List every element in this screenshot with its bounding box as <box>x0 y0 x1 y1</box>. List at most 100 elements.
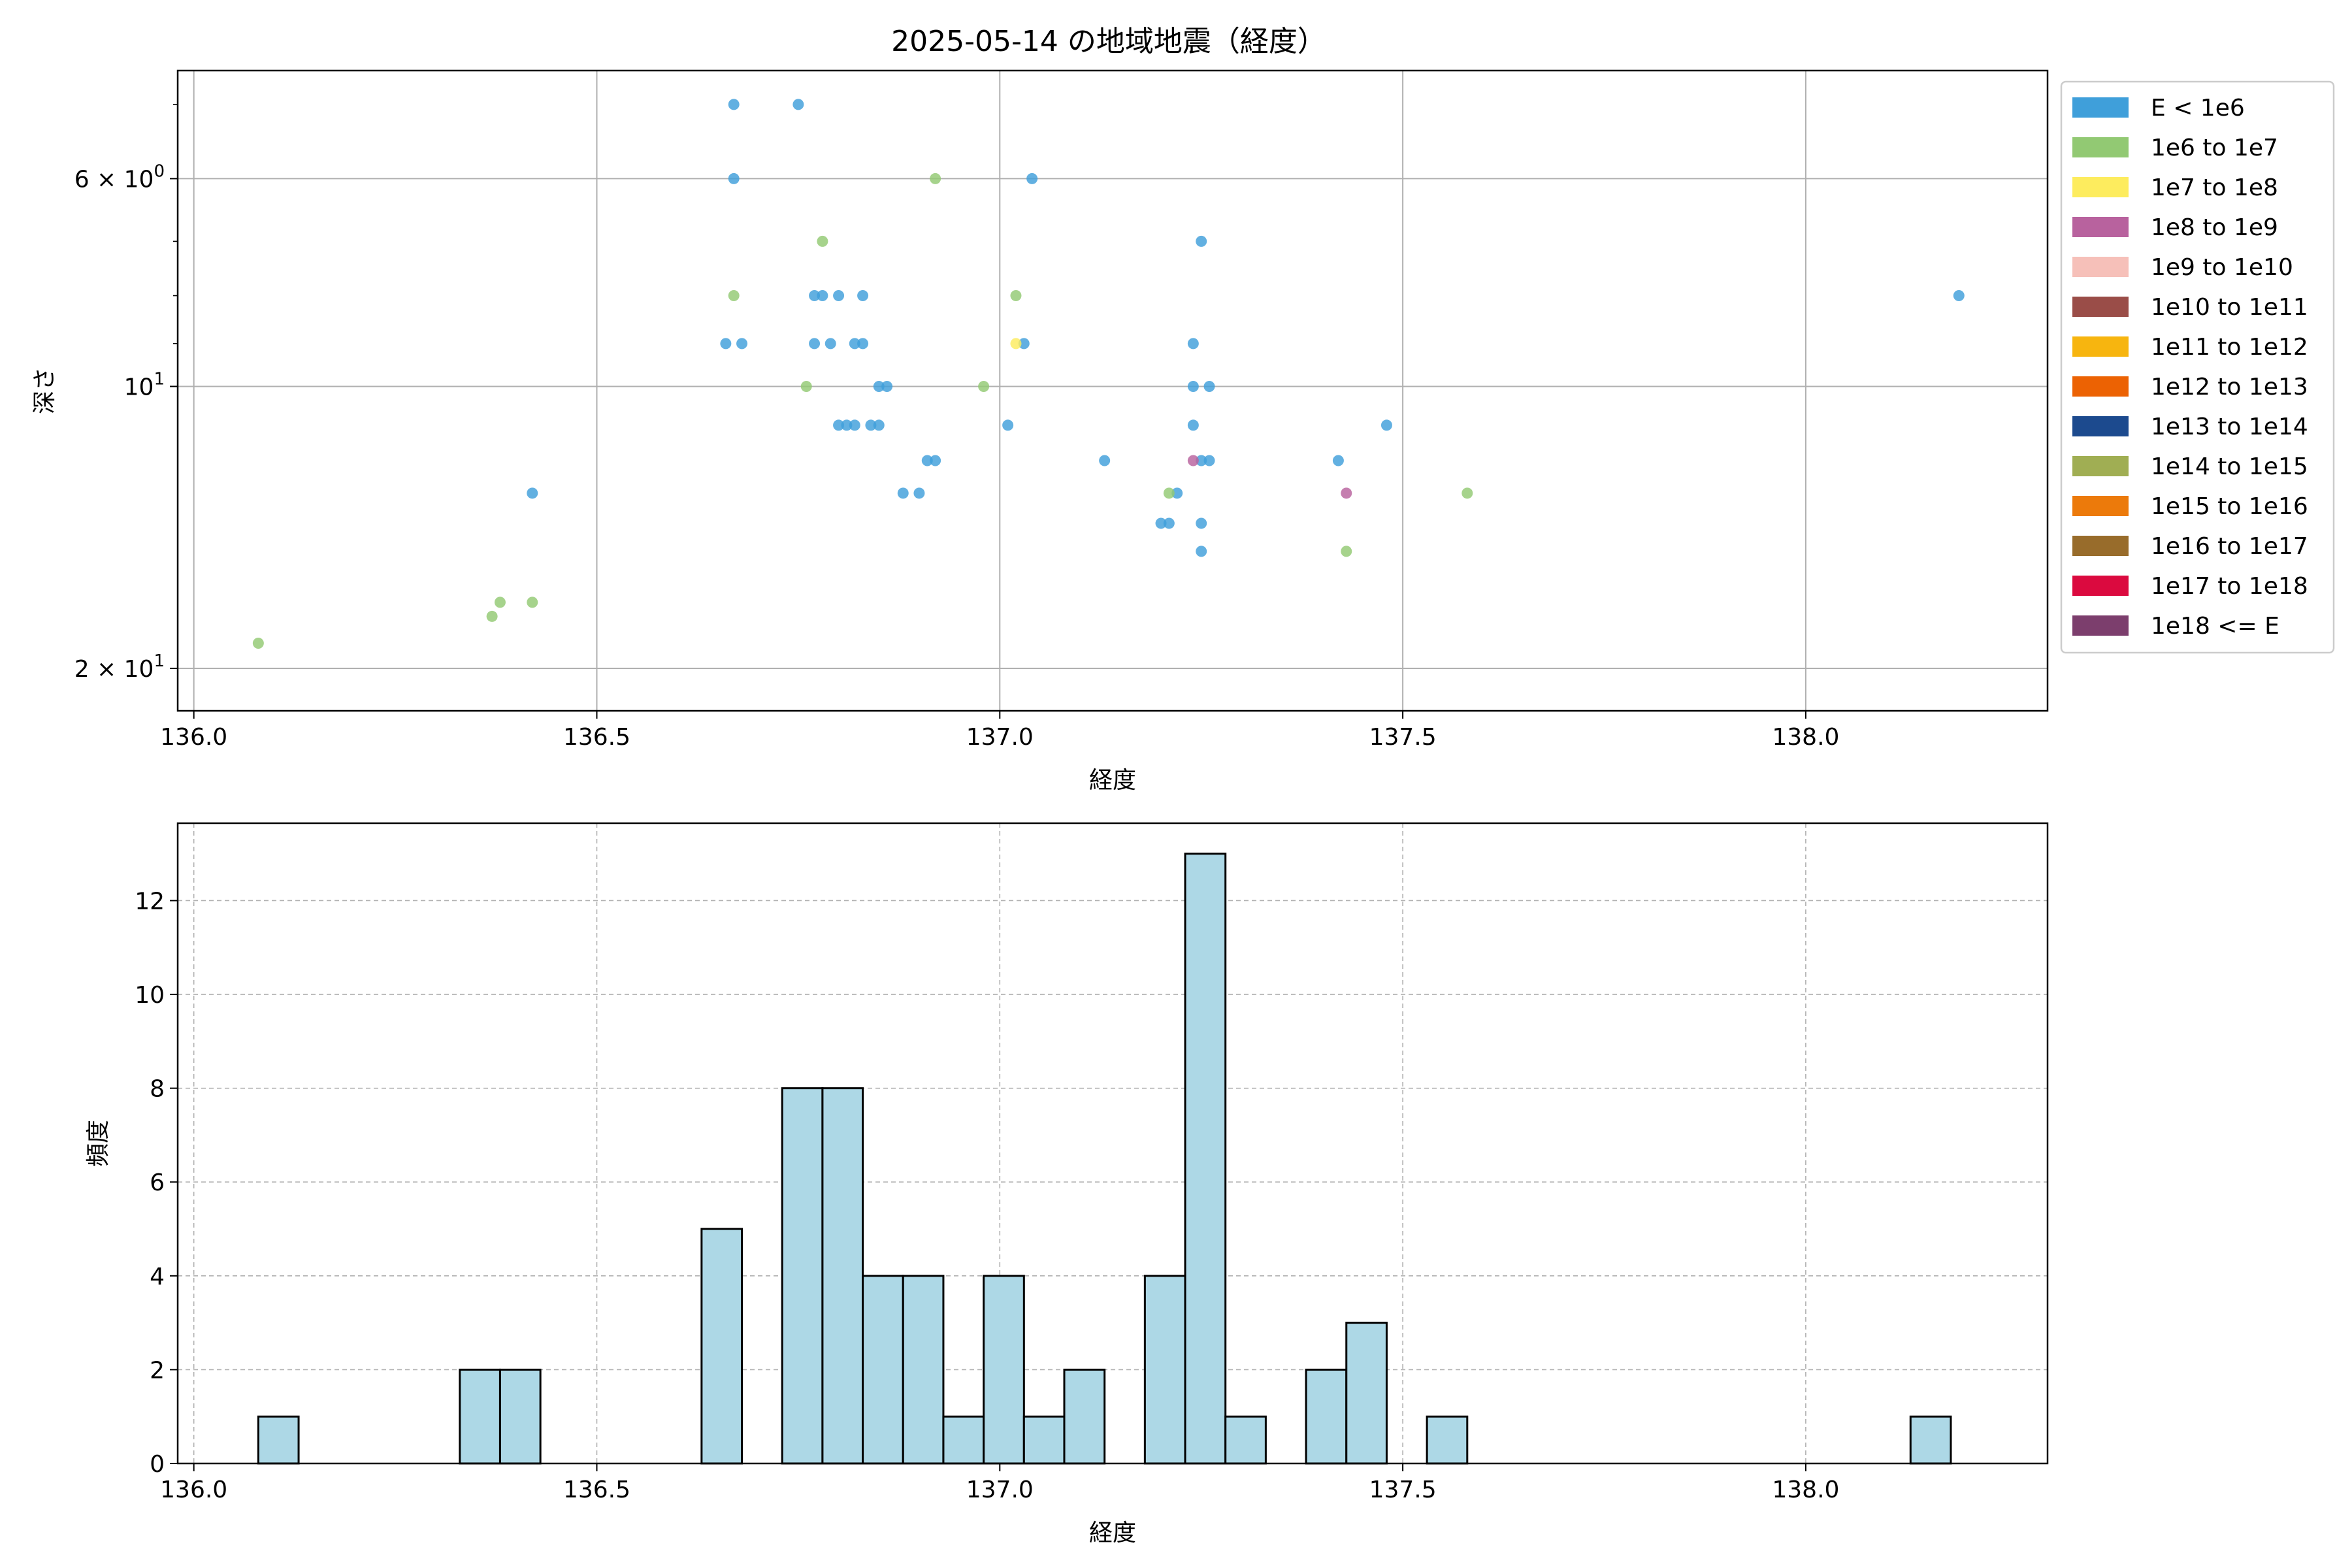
legend-label: 1e18 <= E <box>2151 613 2279 640</box>
histogram-y-axis-label: 頻度 <box>85 1120 112 1167</box>
scatter-point <box>849 338 860 350</box>
legend: E < 1e6 1e6 to 1e7 1e7 to 1e8 1e8 to 1e9 1e9… <box>2060 80 2335 654</box>
scatter-point <box>857 290 869 302</box>
scatter-point <box>1341 546 1352 557</box>
legend-swatch <box>2072 177 2129 197</box>
histogram-bar <box>942 1415 985 1465</box>
legend-swatch <box>2072 536 2129 556</box>
scatter-point <box>800 380 812 392</box>
histogram-x-tick-label: 137.5 <box>1369 1477 1437 1503</box>
scatter-point <box>809 290 821 302</box>
scatter-x-tick-label: 136.0 <box>160 724 227 751</box>
figure-title: 2025-05-14 の地域地震（経度） <box>891 25 1326 58</box>
legend-label: 1e13 to 1e14 <box>2151 414 2308 440</box>
scatter-point <box>1953 290 1965 302</box>
scatter-point <box>1099 455 1111 466</box>
histogram-y-tick-label: 2 <box>150 1357 165 1384</box>
legend-swatch <box>2072 257 2129 277</box>
scatter-point <box>1163 487 1175 499</box>
scatter-point <box>720 338 732 350</box>
legend-label: 1e10 to 1e11 <box>2151 294 2308 321</box>
scatter-point <box>1155 517 1167 529</box>
histogram-x-tick-label: 137.0 <box>966 1477 1034 1503</box>
legend-label: 1e14 to 1e15 <box>2151 453 2308 480</box>
histogram-y-tick-label: 8 <box>150 1076 165 1103</box>
legend-swatch <box>2072 496 2129 516</box>
legend-label: 1e7 to 1e8 <box>2151 174 2278 201</box>
scatter-point <box>1187 455 1199 466</box>
histogram-x-tick-label: 138.0 <box>1772 1477 1839 1503</box>
scatter-point <box>728 172 740 184</box>
scatter-point <box>1332 455 1344 466</box>
histogram-y-tick-label: 6 <box>150 1169 165 1196</box>
histogram-bar <box>700 1228 743 1465</box>
scatter-point <box>897 487 909 499</box>
scatter-point <box>252 638 264 649</box>
legend-label: 1e8 to 1e9 <box>2151 214 2278 241</box>
scatter-point <box>1196 546 1207 557</box>
scatter-point <box>1018 338 1030 350</box>
scatter-point <box>494 596 506 608</box>
legend-swatch <box>2072 615 2129 636</box>
scatter-point <box>873 380 885 392</box>
scatter-y-tick-label: 6 × 100 <box>74 161 165 193</box>
scatter-x-tick-label: 136.5 <box>563 724 630 751</box>
legend-label: 1e12 to 1e13 <box>2151 374 2308 400</box>
legend-swatch <box>2072 376 2129 397</box>
scatter-point <box>486 610 498 622</box>
histogram-y-tick-label: 4 <box>150 1264 165 1290</box>
legend-label: 1e6 to 1e7 <box>2151 135 2278 161</box>
histogram-x-tick-label: 136.5 <box>563 1477 630 1503</box>
scatter-plot-frame <box>176 69 2049 712</box>
histogram-bar <box>459 1368 501 1465</box>
scatter-point <box>1026 172 1038 184</box>
scatter-point <box>1341 487 1352 499</box>
scatter-point <box>921 455 933 466</box>
scatter-point <box>865 419 877 431</box>
scatter-points <box>252 99 1965 649</box>
histogram-y-tick-label: 0 <box>150 1451 165 1478</box>
scatter-point <box>1462 487 1473 499</box>
legend-swatch <box>2072 336 2129 357</box>
scatter-point <box>1203 455 1215 466</box>
histogram-plot-frame <box>176 822 2049 1465</box>
scatter-point <box>833 290 845 302</box>
scatter-point <box>873 419 885 431</box>
scatter-x-ticks: 136.0 136.5 137.0 137.5 138.0 <box>160 711 1839 751</box>
scatter-point <box>817 290 828 302</box>
histogram-bar <box>1184 853 1227 1465</box>
scatter-point <box>736 338 748 350</box>
scatter-x-tick-label: 138.0 <box>1772 724 1839 751</box>
legend-label: 1e11 to 1e12 <box>2151 334 2308 361</box>
legend-swatch <box>2072 137 2129 157</box>
histogram-bar <box>1143 1275 1186 1465</box>
scatter-y-tick-label: 2 × 101 <box>74 651 165 683</box>
legend-swatch <box>2072 576 2129 596</box>
scatter-point <box>527 487 538 499</box>
scatter-point <box>809 338 821 350</box>
histogram-y-tick-label: 10 <box>135 982 165 1009</box>
scatter-point <box>849 419 860 431</box>
scatter-point <box>1196 517 1207 529</box>
scatter-point <box>857 338 869 350</box>
histogram-bar <box>498 1368 542 1465</box>
scatter-x-tick-label: 137.0 <box>966 724 1034 751</box>
histogram-bar <box>821 1087 864 1465</box>
histogram-panel: 136.0 136.5 137.0 137.5 138.0 0 2 4 6 8 10 12 経度 頻… <box>85 822 2049 1546</box>
scatter-point <box>833 419 845 431</box>
scatter-point <box>1196 235 1207 247</box>
scatter-point <box>1010 290 1022 302</box>
histogram-x-tick-label: 136.0 <box>160 1477 227 1503</box>
scatter-point <box>1002 419 1014 431</box>
histogram-bar <box>1426 1415 1469 1465</box>
histogram-bars <box>257 853 1952 1465</box>
scatter-point <box>817 235 828 247</box>
scatter-point <box>1171 487 1183 499</box>
histogram-y-tick-label: 12 <box>135 888 165 915</box>
legend-swatch <box>2072 456 2129 476</box>
legend-label: 1e15 to 1e16 <box>2151 493 2308 520</box>
scatter-point <box>792 99 804 110</box>
